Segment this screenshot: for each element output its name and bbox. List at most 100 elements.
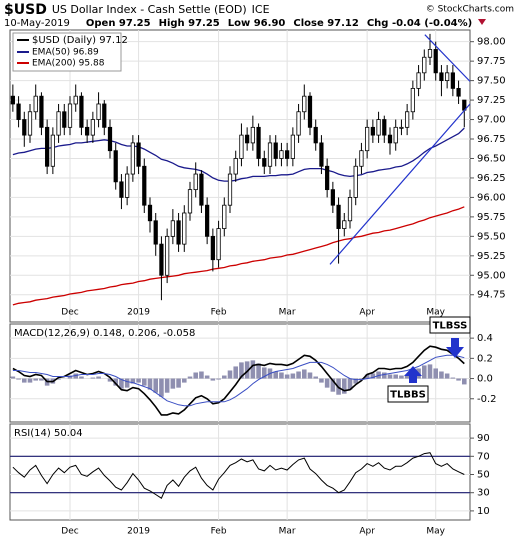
histogram-bar [370, 373, 376, 379]
candle-body [90, 119, 95, 136]
histogram-bar [187, 376, 193, 379]
annotations: TLBSS TLBBS [387, 316, 471, 403]
histogram-bar [130, 378, 136, 384]
candle-body [39, 95, 44, 128]
histogram-bar [216, 378, 221, 380]
histogram-bar [462, 378, 467, 385]
histogram-bar [433, 368, 438, 379]
candle-body [273, 142, 278, 159]
candle-body [433, 49, 438, 74]
x-tick-label: 2019 [127, 527, 150, 537]
candle-body [330, 189, 335, 206]
candle-body [222, 204, 227, 229]
candle-body [353, 165, 358, 198]
histogram-bar [256, 363, 261, 379]
candle-body [147, 204, 153, 222]
histogram-bar [56, 378, 61, 380]
candle-body [302, 95, 307, 113]
annotation-box [387, 385, 429, 403]
candle-body [142, 165, 147, 206]
chart-header: $USD US Dollar Index - Cash Settle (EOD) I… [4, 2, 270, 18]
candle-body [290, 134, 295, 159]
down-marker [478, 19, 486, 25]
candle-body [285, 150, 290, 159]
histogram-bar [342, 378, 347, 394]
histogram-bar [73, 373, 78, 379]
histogram-bar [456, 378, 461, 381]
histogram-bar [239, 362, 244, 379]
candle-body [165, 235, 170, 276]
histogram-bar [176, 378, 181, 388]
histogram-bar [382, 372, 387, 379]
candle-body [382, 119, 387, 136]
trend-line [329, 103, 471, 265]
candle-body [170, 220, 175, 237]
candle-body [62, 111, 67, 128]
candle-body [205, 204, 210, 237]
y-tick-label: 0.4 [477, 333, 493, 344]
stat: Close 97.12 [293, 18, 359, 29]
y-tick-label: 70 [477, 451, 490, 462]
candle-body [422, 56, 427, 74]
ema-line [12, 206, 465, 306]
annotation: TLBSS [433, 321, 468, 332]
trend-line [424, 34, 471, 82]
candle-body [182, 212, 187, 245]
candle-body [102, 103, 107, 128]
histogram-bar [233, 366, 238, 379]
x-tick-label: May [426, 527, 445, 537]
histogram-bar [399, 375, 404, 379]
rsi-line [12, 452, 465, 499]
histogram-bar [204, 375, 210, 379]
histogram-bar [347, 378, 353, 390]
candle-body [56, 111, 61, 136]
annotation-box [429, 316, 471, 334]
copyright: © StockCharts.com [426, 5, 514, 15]
histogram-bar [159, 378, 164, 397]
x-tick-label: Dec [61, 308, 78, 318]
candle-body [393, 126, 398, 144]
date: 10-May-2019 [4, 18, 70, 29]
histogram-bar [273, 371, 278, 379]
candle-body [233, 158, 238, 175]
exchange: ICE [252, 3, 270, 16]
x-tick-label: Mar [279, 308, 296, 318]
candle-body [199, 173, 204, 206]
histogram-bar [124, 378, 130, 388]
candle-body [359, 150, 364, 167]
histogram-bar [210, 378, 216, 381]
candle-body [125, 173, 130, 198]
histogram-bar [107, 378, 113, 382]
panel-frame [9, 423, 471, 521]
candle-body [336, 204, 341, 229]
x-tick-label: Apr [359, 527, 375, 537]
stat: Low 96.90 [228, 18, 286, 29]
histogram-bar [147, 378, 153, 390]
candle-body [439, 72, 444, 82]
candle-body [376, 119, 381, 136]
histogram-bar [193, 372, 198, 379]
histogram-bar [324, 378, 330, 388]
histogram-bar [427, 364, 433, 379]
candle-body [10, 95, 15, 105]
y-tick-label: 30 [477, 488, 490, 499]
panel-frame [9, 29, 471, 323]
candle-body [307, 95, 313, 128]
histogram-bar [199, 371, 204, 379]
candle-body [27, 111, 33, 136]
x-tick-label: Dec [61, 527, 78, 537]
legend [12, 32, 122, 72]
histogram-bar [319, 378, 324, 383]
ema-line [12, 127, 465, 182]
y-tick-label: 94.75 [477, 290, 506, 301]
stat: Chg -0.04 (-0.04%) [367, 18, 472, 29]
x-tick-label: 2019 [127, 308, 150, 318]
candle-body [450, 72, 455, 89]
y-tick-label: 10 [477, 506, 490, 517]
histogram-bar [250, 360, 256, 379]
histogram-bar [153, 378, 158, 393]
candle-body [313, 126, 318, 144]
annotation: TLBBS [390, 390, 426, 401]
histogram-bar [96, 376, 101, 379]
histogram-bar [387, 374, 393, 379]
